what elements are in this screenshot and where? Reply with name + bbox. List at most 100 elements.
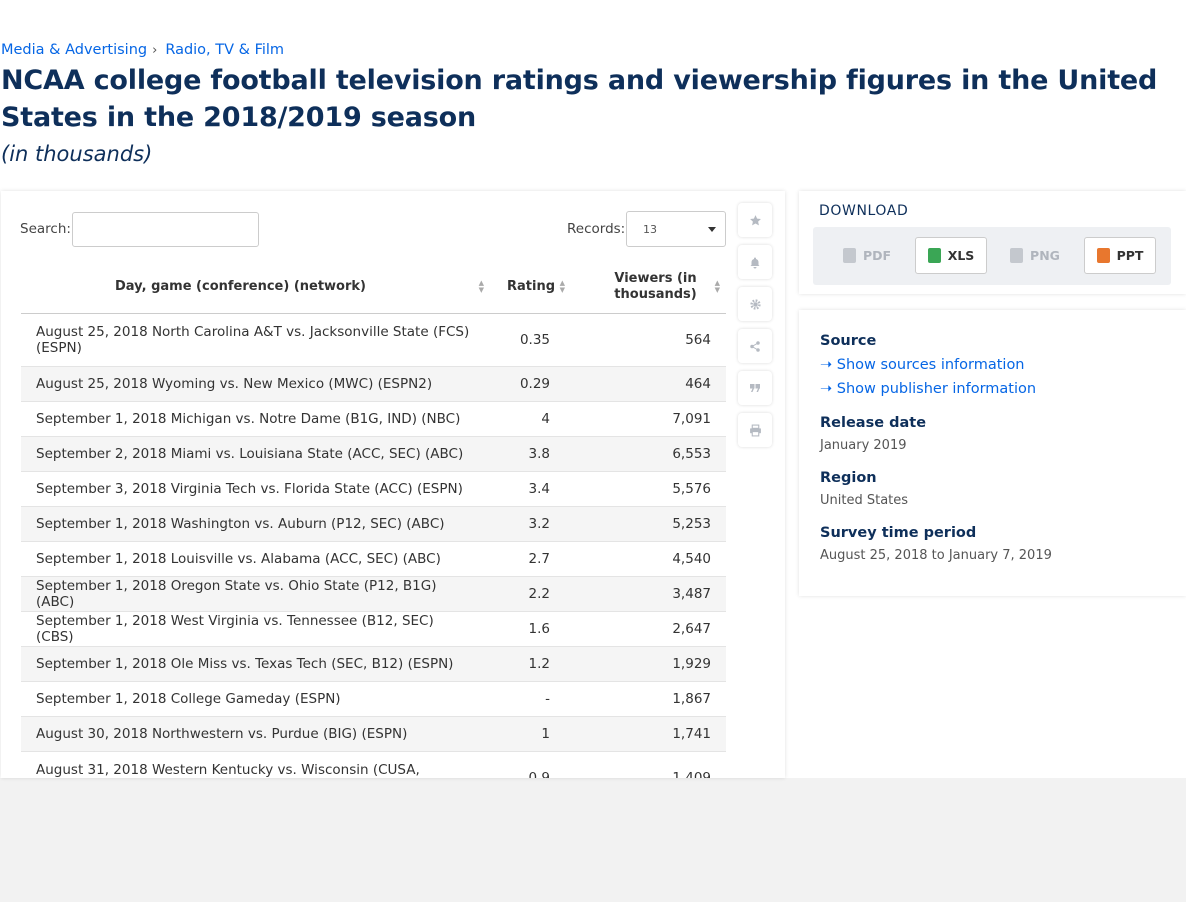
print-icon[interactable]: [738, 413, 772, 447]
column-header-viewers[interactable]: Viewers (in thousands) ▲ ▼: [565, 261, 726, 314]
search-input[interactable]: [72, 212, 259, 247]
table-row: September 1, 2018 Oregon State vs. Ohio …: [21, 576, 726, 612]
cell-rating: 2.7: [490, 541, 565, 577]
cell-viewers: 564: [565, 313, 726, 367]
cell-game: September 1, 2018 West Virginia vs. Tenn…: [21, 611, 490, 647]
table-header-row: Day, game (conference) (network) ▲ ▼ Rati…: [21, 261, 726, 314]
quote-icon[interactable]: [738, 371, 772, 405]
region-value: United States: [820, 493, 909, 508]
column-header-rating-label: Rating: [506, 279, 555, 295]
cell-rating: 3.8: [490, 436, 565, 472]
column-header-viewers-label: Viewers (in thousands): [614, 270, 697, 302]
cell-game: September 3, 2018 Virginia Tech vs. Flor…: [21, 471, 490, 507]
breadcrumb-media-advertising[interactable]: Media & Advertising: [1, 42, 148, 58]
table-row: September 3, 2018 Virginia Tech vs. Flor…: [21, 471, 726, 507]
arrow-right-icon: ➝: [820, 381, 833, 397]
table-row: September 1, 2018 Louisville vs. Alabama…: [21, 541, 726, 577]
breadcrumb-radio-tv-film[interactable]: Radio, TV & Film: [165, 42, 285, 58]
cell-viewers: 4,540: [565, 541, 726, 577]
cell-viewers: 464: [565, 366, 726, 402]
search-label: Search:: [20, 221, 71, 237]
pdf-download-button[interactable]: PDF: [831, 237, 903, 274]
breadcrumb-separator: ›: [152, 42, 158, 58]
download-title: DOWNLOAD: [819, 203, 909, 219]
xls-file-icon: [927, 248, 941, 263]
column-header-rating[interactable]: Rating ▲ ▼: [490, 261, 565, 314]
sort-icon: ▲ ▼: [559, 279, 565, 294]
release-date-value: January 2019: [820, 438, 907, 453]
cell-rating: 0.9: [490, 751, 565, 778]
cell-viewers: 7,091: [565, 401, 726, 437]
ppt-label: PPT: [1116, 248, 1144, 263]
column-header-game-label: Day, game (conference) (network): [114, 279, 366, 295]
source-heading: Source: [820, 333, 877, 349]
show-sources-link[interactable]: ➝ Show sources information: [820, 357, 1025, 373]
table-row: September 1, 2018 College Gameday (ESPN)…: [21, 681, 726, 717]
cell-viewers: 1,867: [565, 681, 726, 717]
side-toolbar: [738, 203, 774, 455]
table-row: August 30, 2018 Northwestern vs. Purdue …: [21, 716, 726, 752]
page-title: NCAA college football television ratings…: [1, 65, 1158, 133]
records-select[interactable]: 13: [626, 211, 726, 247]
cell-game: August 25, 2018 North Carolina A&T vs. J…: [21, 313, 490, 367]
cell-rating: 3.4: [490, 471, 565, 507]
pdf-label: PDF: [862, 248, 892, 263]
download-panel: DOWNLOAD PDF XLS PNG PPT: [799, 191, 1186, 294]
breadcrumb: Media & Advertising › Radio, TV & Film: [1, 42, 284, 58]
png-label: PNG: [1030, 248, 1060, 263]
table-row: August 31, 2018 Western Kentucky vs. Wis…: [21, 751, 726, 778]
cell-game: September 1, 2018 Oregon State vs. Ohio …: [21, 576, 490, 612]
bell-icon[interactable]: [738, 245, 772, 279]
survey-period-heading: Survey time period: [820, 525, 977, 541]
share-icon[interactable]: [738, 329, 772, 363]
cell-viewers: 5,253: [565, 506, 726, 542]
cell-viewers: 2,647: [565, 611, 726, 647]
records-select-value: 13: [643, 223, 657, 236]
star-icon[interactable]: [738, 203, 772, 237]
column-header-game[interactable]: Day, game (conference) (network) ▲ ▼: [21, 261, 490, 314]
cell-game: September 1, 2018 Washington vs. Auburn …: [21, 506, 490, 542]
cell-viewers: 5,576: [565, 471, 726, 507]
cell-viewers: 1,741: [565, 716, 726, 752]
cell-game: September 1, 2018 College Gameday (ESPN): [21, 681, 490, 717]
cell-game: August 25, 2018 Wyoming vs. New Mexico (…: [21, 366, 490, 402]
cell-rating: 1.2: [490, 646, 565, 682]
cell-viewers: 1,929: [565, 646, 726, 682]
cell-viewers: 3,487: [565, 576, 726, 612]
gear-icon[interactable]: [738, 287, 772, 321]
table-row: September 1, 2018 Washington vs. Auburn …: [21, 506, 726, 542]
png-file-icon: [1010, 248, 1024, 263]
cell-game: September 1, 2018 Ole Miss vs. Texas Tec…: [21, 646, 490, 682]
data-table-panel: Search: Records: 13 Day, game (conferenc…: [1, 191, 785, 778]
survey-period-value: August 25, 2018 to January 7, 2019: [820, 548, 1052, 563]
chevron-down-icon: [708, 227, 716, 232]
download-bar: PDF XLS PNG PPT: [813, 227, 1171, 285]
page-content: Media & Advertising › Radio, TV & Film N…: [0, 0, 1186, 778]
table-row: September 2, 2018 Miami vs. Louisiana St…: [21, 436, 726, 472]
table-row: September 1, 2018 West Virginia vs. Tenn…: [21, 611, 726, 647]
ppt-file-icon: [1096, 248, 1110, 263]
ppt-download-button[interactable]: PPT: [1084, 237, 1156, 274]
release-date-heading: Release date: [820, 415, 927, 431]
show-sources-label: Show sources information: [836, 357, 1025, 373]
show-publisher-link[interactable]: ➝ Show publisher information: [820, 381, 1036, 397]
records-label: Records:: [567, 221, 626, 237]
table-row: August 25, 2018 North Carolina A&T vs. J…: [21, 313, 726, 367]
arrow-right-icon: ➝: [820, 357, 833, 373]
cell-rating: 4: [490, 401, 565, 437]
cell-rating: 3.2: [490, 506, 565, 542]
page-subtitle: (in thousands): [1, 142, 153, 166]
cell-viewers: 1,409: [565, 751, 726, 778]
png-download-button[interactable]: PNG: [999, 237, 1071, 274]
sort-icon: ▲ ▼: [714, 279, 720, 294]
region-heading: Region: [820, 470, 877, 486]
cell-rating: 1.6: [490, 611, 565, 647]
xls-download-button[interactable]: XLS: [915, 237, 987, 274]
xls-label: XLS: [947, 248, 975, 263]
cell-rating: 2.2: [490, 576, 565, 612]
cell-rating: 1: [490, 716, 565, 752]
cell-rating: 0.29: [490, 366, 565, 402]
show-publisher-label: Show publisher information: [836, 381, 1037, 397]
table-row: September 1, 2018 Ole Miss vs. Texas Tec…: [21, 646, 726, 682]
cell-rating: -: [490, 681, 565, 717]
